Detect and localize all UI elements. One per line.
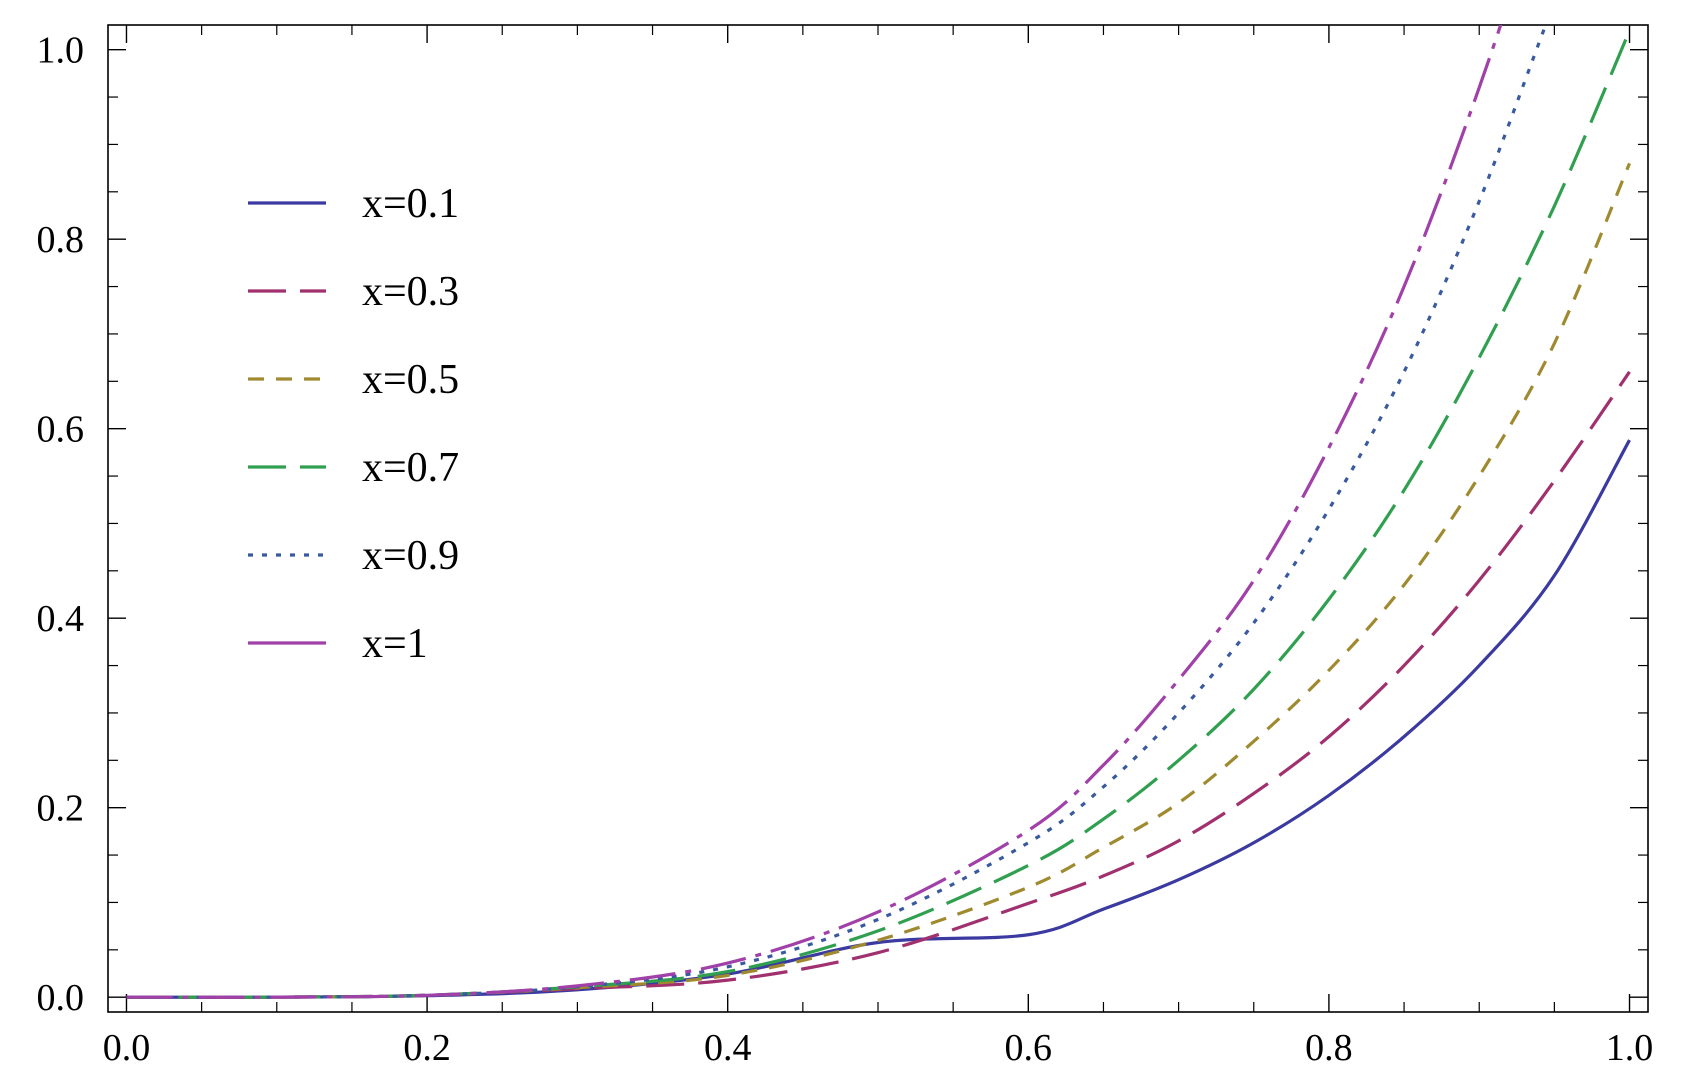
- y-tick-label: 1.0: [37, 30, 85, 72]
- legend-label: x=0.1: [362, 181, 459, 227]
- legend: x=0.1 x=0.3 x=0.5 x=0.7 x=0.9 x=1: [248, 181, 459, 667]
- legend-label: x=0.5: [362, 357, 459, 403]
- series-line-1: [126, 370, 1631, 999]
- x-tick-label: 0.4: [704, 1027, 752, 1069]
- y-tick-label: 0.6: [37, 409, 85, 451]
- series-line-5: [126, 25, 1503, 999]
- series-line-3: [126, 30, 1631, 999]
- x-tick-label: 0.8: [1305, 1027, 1353, 1069]
- series-line-4: [126, 25, 1548, 999]
- legend-label: x=0.9: [362, 533, 459, 579]
- legend-label: x=0.3: [362, 269, 459, 315]
- x-tick-label: 1.0: [1606, 1027, 1654, 1069]
- y-tick-label: 0.8: [37, 219, 85, 261]
- plot-border: [107, 24, 1649, 1013]
- y-tick-label: 0.2: [37, 788, 85, 830]
- y-tick-label: 0.4: [37, 598, 85, 640]
- x-tick-label: 0.6: [1005, 1027, 1053, 1069]
- plot-frame: [107, 24, 1649, 1013]
- axis-tick-labels: 0.0 0.2 0.4 0.6 0.8 1.0 0.0 0.2 0.4 0.6 0.8 1.0: [37, 30, 1654, 1069]
- series-layer: [126, 25, 1631, 999]
- x-tick-label: 0.2: [403, 1027, 451, 1069]
- axis-ticks: [108, 25, 1648, 1012]
- legend-label: x=1: [362, 621, 428, 667]
- y-tick-label: 0.0: [37, 977, 85, 1019]
- legend-label: x=0.7: [362, 445, 459, 491]
- x-tick-label: 0.0: [103, 1027, 151, 1069]
